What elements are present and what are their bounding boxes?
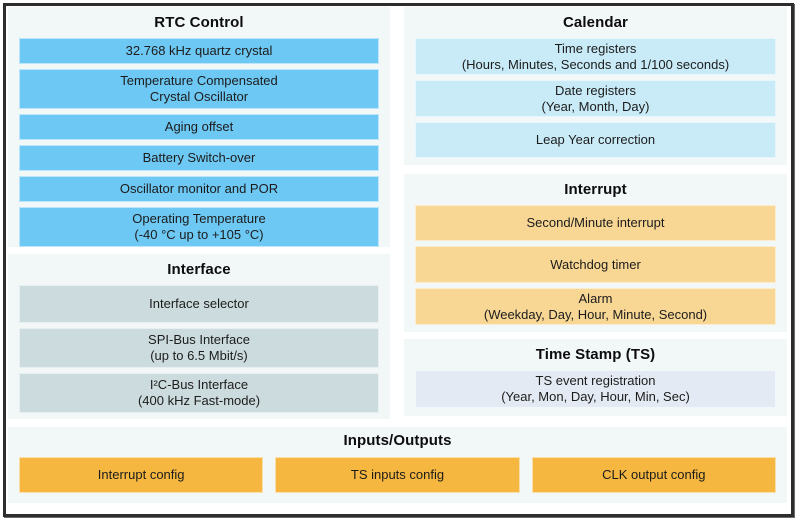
block-line: (-40 °C up to +105 °C) — [134, 227, 264, 242]
block-line: Battery Switch-over — [142, 150, 256, 165]
feature-block-watchdog-timer: Watchdog timer — [415, 246, 776, 283]
block-line: Operating Temperature — [132, 211, 266, 226]
block-line: Watchdog timer — [550, 256, 641, 272]
block-line: Time registers — [554, 40, 637, 56]
panel-rtc-control-title: RTC Control — [154, 14, 244, 31]
feature-block-interrupt-config: Interrupt config — [19, 457, 264, 493]
feature-block-spi-bus: SPI-Bus Interface (up to 6.5 Mbit/s) — [19, 328, 379, 368]
feature-block-date-registers: Date registers (Year, Month, Day) — [415, 80, 776, 117]
block-line: Second/Minute interrupt — [526, 215, 665, 230]
panel-time-stamp: Time Stamp (TS) TS event registration (Y… — [404, 339, 787, 416]
block-line: Aging offset — [164, 119, 234, 134]
block-line: Crystal Oscillator — [149, 89, 249, 104]
block-line: (400 kHz Fast-mode) — [137, 393, 261, 408]
block-line: Oscillator monitor and POR — [119, 181, 279, 196]
panel-calendar-title: Calendar — [563, 14, 628, 31]
panel-interrupt: Interrupt Second/Minute interrupt Watchd… — [404, 174, 787, 332]
feature-block-battery-switchover: Battery Switch-over — [19, 145, 379, 171]
panel-interface-title: Interface — [167, 261, 231, 278]
block-line: Temperature Compensated — [120, 73, 278, 88]
block-line: Leap Year correction — [535, 132, 656, 147]
feature-block-quartz-crystal: 32.768 kHz quartz crystal — [19, 38, 379, 64]
feature-block-i2c-bus: I²C-Bus Interface (400 kHz Fast-mode) — [19, 373, 379, 413]
block-line: TS inputs config — [350, 467, 445, 482]
block-line: Date registers — [555, 82, 636, 98]
block-line: (Weekday, Day, Hour, Minute, Second) — [483, 306, 708, 322]
block-line: (up to 6.5 Mbit/s) — [150, 348, 248, 363]
block-line: Alarm — [578, 290, 613, 306]
block-line: CLK output config — [602, 467, 706, 482]
feature-block-clk-output-config: CLK output config — [531, 457, 776, 493]
feature-block-time-registers: Time registers (Hours, Minutes, Seconds … — [415, 38, 776, 75]
block-line: SPI-Bus Interface — [148, 332, 250, 347]
panel-interrupt-title: Interrupt — [564, 181, 627, 198]
feature-block-leap-year: Leap Year correction — [415, 122, 776, 158]
feature-block-interface-selector: Interface selector — [19, 285, 379, 323]
feature-block-alarm: Alarm (Weekday, Day, Hour, Minute, Secon… — [415, 288, 776, 325]
feature-block-ts-inputs-config: TS inputs config — [275, 457, 520, 493]
feature-block-ts-event-registration: TS event registration (Year, Mon, Day, H… — [415, 370, 776, 408]
panel-inputs-outputs-title: Inputs/Outputs — [343, 432, 452, 449]
block-line: I²C-Bus Interface — [149, 377, 249, 392]
feature-block-second-minute-interrupt: Second/Minute interrupt — [415, 205, 776, 241]
block-line: (Year, Month, Day) — [541, 98, 650, 114]
block-line: 32.768 kHz quartz crystal — [125, 43, 273, 58]
panel-time-stamp-title: Time Stamp (TS) — [535, 346, 656, 363]
feature-block-aging-offset: Aging offset — [19, 114, 379, 140]
panel-inputs-outputs: Inputs/Outputs Interrupt config TS input… — [8, 427, 787, 503]
feature-block-operating-temperature: Operating Temperature (-40 °C up to +105… — [19, 207, 379, 247]
block-line: Interrupt config — [97, 467, 185, 482]
feature-block-tcxo: Temperature Compensated Crystal Oscillat… — [19, 69, 379, 109]
block-line: Interface selector — [149, 296, 249, 311]
panel-calendar: Calendar Time registers (Hours, Minutes,… — [404, 7, 787, 165]
io-block-row: Interrupt config TS inputs config CLK ou… — [19, 457, 776, 493]
block-line: (Hours, Minutes, Seconds and 1/100 secon… — [461, 56, 730, 72]
panel-interface: Interface Interface selector SPI-Bus Int… — [8, 254, 390, 419]
block-line: (Year, Mon, Day, Hour, Min, Sec) — [501, 389, 690, 404]
panel-rtc-control: RTC Control 32.768 kHz quartz crystal Te… — [8, 7, 390, 247]
feature-block-oscillator-monitor: Oscillator monitor and POR — [19, 176, 379, 202]
block-line: TS event registration — [535, 373, 656, 388]
